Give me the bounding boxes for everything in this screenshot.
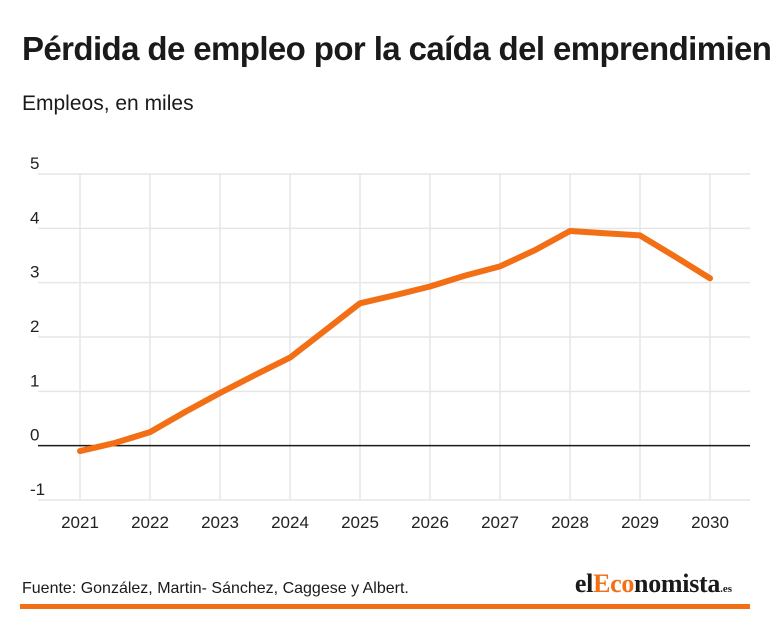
- logo-part-domain: .es: [720, 583, 732, 595]
- x-axis-tick-labels: 2021 2022 2023 2024 2025 2026 2027 2028 2029 2030: [61, 513, 729, 532]
- y-tick-label: 4: [30, 208, 39, 227]
- x-tick-label: 2027: [481, 513, 519, 532]
- footer-accent-bar: [20, 604, 750, 609]
- series-line-0: [77, 228, 713, 455]
- x-tick-label: 2025: [341, 513, 379, 532]
- x-tick-label: 2023: [201, 513, 239, 532]
- x-tick-label: 2024: [271, 513, 309, 532]
- chart-title: Pérdida de empleo por la caída del empre…: [22, 30, 770, 67]
- source-note: Fuente: González, Martin- Sánchez, Cagge…: [22, 580, 409, 597]
- grid-lines: [38, 173, 750, 501]
- brand-logo[interactable]: elEconomista.es: [575, 569, 732, 599]
- y-tick-label: -1: [30, 480, 45, 499]
- y-tick-label: 0: [30, 426, 39, 445]
- x-tick-label: 2022: [131, 513, 169, 532]
- x-tick-label: 2021: [61, 513, 99, 532]
- series-lines: [77, 228, 713, 455]
- logo-part-eco: Eco: [593, 569, 635, 598]
- x-tick-label: 2028: [551, 513, 589, 532]
- y-axis-tick-labels: -1 0 1 2 3 4 5: [30, 154, 45, 499]
- y-tick-label: 1: [30, 371, 39, 390]
- logo-part-nomista: nomista: [634, 569, 721, 598]
- y-tick-label: 2: [30, 317, 39, 336]
- x-tick-label: 2029: [621, 513, 659, 532]
- chart-subtitle: Empleos, en miles: [22, 92, 194, 115]
- logo-part-el: el: [574, 569, 594, 598]
- y-tick-label: 5: [30, 154, 39, 173]
- y-tick-label: 3: [30, 263, 39, 282]
- x-tick-label: 2026: [411, 513, 449, 532]
- x-tick-label: 2030: [691, 513, 729, 532]
